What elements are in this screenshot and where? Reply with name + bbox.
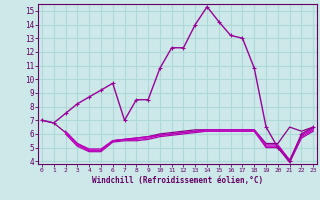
X-axis label: Windchill (Refroidissement éolien,°C): Windchill (Refroidissement éolien,°C) bbox=[92, 176, 263, 185]
